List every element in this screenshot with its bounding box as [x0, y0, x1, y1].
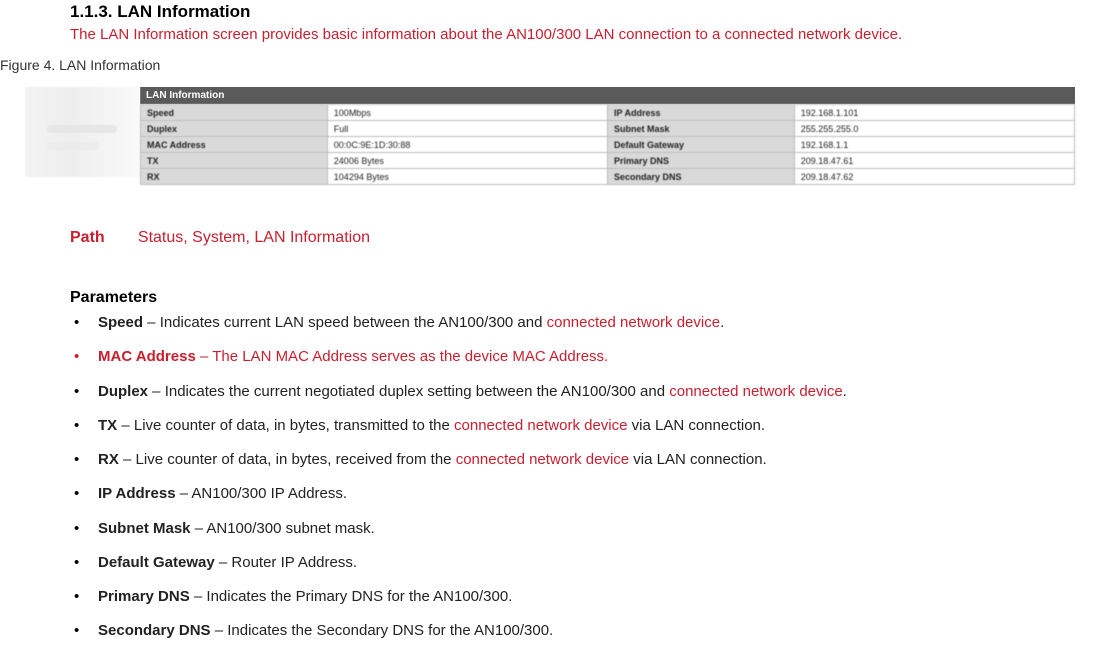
list-item: Secondary DNS – Indicates the Secondary …	[70, 621, 1100, 641]
parameters-heading: Parameters	[70, 289, 1100, 307]
cell-value: 104294 Bytes	[327, 169, 607, 185]
list-item: Primary DNS – Indicates the Primary DNS …	[70, 587, 1100, 607]
sidebar-blur	[25, 87, 140, 177]
cell-value: 209.18.47.61	[794, 153, 1074, 169]
param-name: Secondary DNS	[98, 622, 211, 639]
table-row: DuplexFullSubnet Mask255.255.255.0	[141, 121, 1075, 137]
param-desc: – Indicates the current negotiated duple…	[148, 383, 669, 400]
cell-label: Subnet Mask	[607, 121, 794, 137]
param-highlight: connected network device	[454, 417, 627, 434]
cell-value: 192.168.1.101	[794, 105, 1074, 121]
param-name: Speed	[98, 314, 143, 331]
param-name: RX	[98, 451, 119, 468]
param-desc: – Indicates current LAN speed between th…	[143, 314, 547, 331]
param-name: TX	[98, 417, 117, 434]
path-row: Path Status, System, LAN Information	[70, 229, 1100, 247]
param-name: IP Address	[98, 485, 176, 502]
cell-label: TX	[141, 153, 328, 169]
lan-info-screenshot: LAN Information Speed100MbpsIP Address19…	[25, 83, 1085, 189]
param-name: Default Gateway	[98, 554, 215, 571]
param-desc: – Indicates the Primary DNS for the AN10…	[190, 588, 513, 605]
param-highlight: connected network device	[669, 383, 842, 400]
table-row: Speed100MbpsIP Address192.168.1.101	[141, 105, 1075, 121]
param-desc: – Indicates the Secondary DNS for the AN…	[211, 622, 554, 639]
cell-label: Secondary DNS	[607, 169, 794, 185]
cell-value: 209.18.47.62	[794, 169, 1074, 185]
cell-label: RX	[141, 169, 328, 185]
list-item: RX – Live counter of data, in bytes, rec…	[70, 450, 1100, 470]
cell-value: 192.168.1.1	[794, 137, 1074, 153]
lan-info-title-bar: LAN Information	[140, 87, 1075, 104]
path-value: Status, System, LAN Information	[138, 229, 370, 246]
param-name: MAC Address	[98, 348, 196, 365]
list-item: Speed – Indicates current LAN speed betw…	[70, 313, 1100, 333]
cell-value: 100Mbps	[327, 105, 607, 121]
list-item: TX – Live counter of data, in bytes, tra…	[70, 416, 1100, 436]
param-desc-post: .	[720, 314, 724, 331]
param-desc: – Router IP Address.	[215, 554, 357, 571]
figure-caption: Figure 4. LAN Information	[0, 57, 1100, 73]
cell-label: MAC Address	[141, 137, 328, 153]
list-item: MAC Address – The LAN MAC Address serves…	[70, 347, 1100, 367]
cell-value: 255.255.255.0	[794, 121, 1074, 137]
param-desc: – Live counter of data, in bytes, receiv…	[119, 451, 456, 468]
cell-value: Full	[327, 121, 607, 137]
cell-label: Default Gateway	[607, 137, 794, 153]
param-highlight: connected network device	[456, 451, 629, 468]
table-row: RX104294 BytesSecondary DNS209.18.47.62	[141, 169, 1075, 185]
path-label: Path	[70, 229, 126, 247]
param-name: Subnet Mask	[98, 520, 191, 537]
section-heading: 1.1.3. LAN Information	[70, 2, 1100, 22]
cell-label: Speed	[141, 105, 328, 121]
cell-label: IP Address	[607, 105, 794, 121]
cell-value: 00:0C:9E:1D:30:88	[327, 137, 607, 153]
param-desc: – The LAN MAC Address serves as the devi…	[196, 348, 608, 365]
param-desc: – Live counter of data, in bytes, transm…	[117, 417, 454, 434]
list-item: Duplex – Indicates the current negotiate…	[70, 382, 1100, 402]
param-name: Duplex	[98, 383, 148, 400]
lan-info-table: Speed100MbpsIP Address192.168.1.101Duple…	[140, 104, 1075, 185]
param-desc: – AN100/300 IP Address.	[176, 485, 348, 502]
param-highlight: connected network device	[547, 314, 720, 331]
param-desc-post: via LAN connection.	[627, 417, 765, 434]
cell-label: Primary DNS	[607, 153, 794, 169]
param-desc: – AN100/300 subnet mask.	[191, 520, 375, 537]
list-item: Subnet Mask – AN100/300 subnet mask.	[70, 519, 1100, 539]
cell-label: Duplex	[141, 121, 328, 137]
table-row: TX24006 BytesPrimary DNS209.18.47.61	[141, 153, 1075, 169]
param-name: Primary DNS	[98, 588, 190, 605]
param-desc-post: .	[843, 383, 847, 400]
list-item: Default Gateway – Router IP Address.	[70, 553, 1100, 573]
list-item: IP Address – AN100/300 IP Address.	[70, 484, 1100, 504]
param-desc-post: via LAN connection.	[629, 451, 767, 468]
section-subtitle: The LAN Information screen provides basi…	[70, 26, 1100, 43]
table-row: MAC Address00:0C:9E:1D:30:88Default Gate…	[141, 137, 1075, 153]
parameters-list: Speed – Indicates current LAN speed betw…	[70, 313, 1100, 642]
cell-value: 24006 Bytes	[327, 153, 607, 169]
